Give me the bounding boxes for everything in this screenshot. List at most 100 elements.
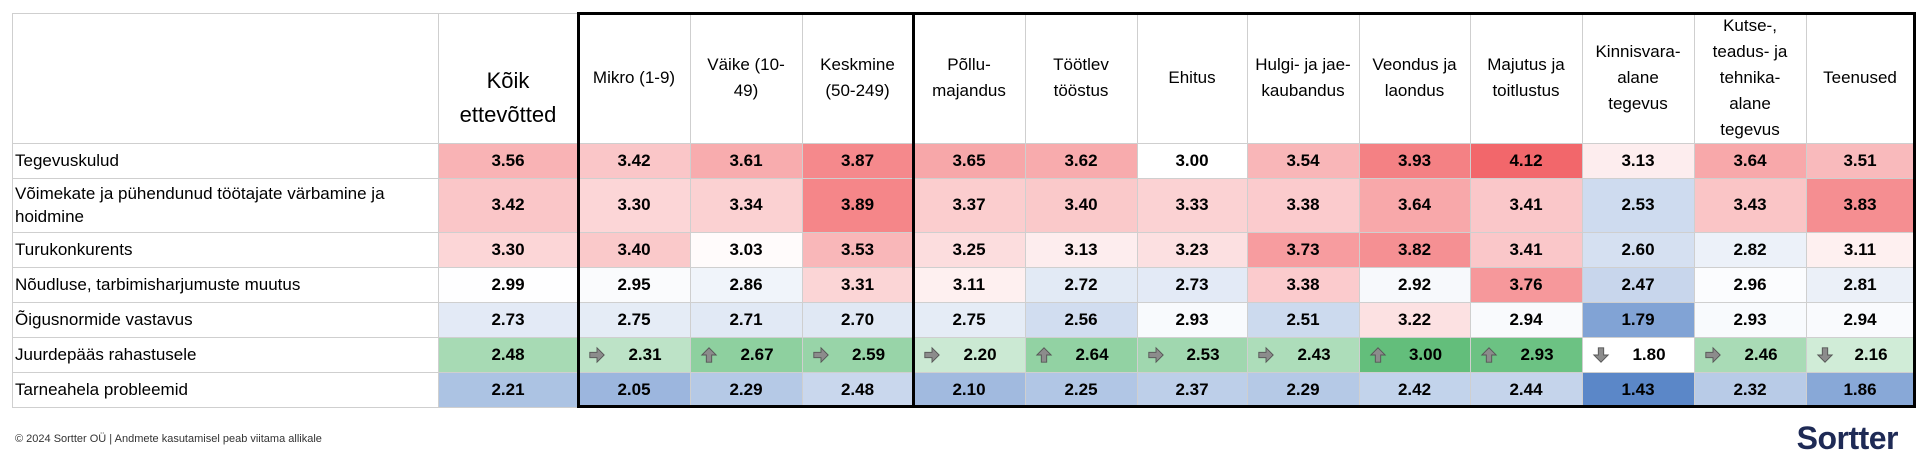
grid-line-vertical bbox=[1914, 13, 1915, 407]
heatmap-cell: 2.86 bbox=[690, 267, 802, 302]
cell-value: 2.21 bbox=[491, 379, 525, 399]
sortter-logo: Sortter bbox=[1796, 420, 1899, 456]
column-header-teenused: Teenused bbox=[1823, 68, 1897, 87]
heatmap-cell: 3.43 bbox=[1694, 178, 1806, 232]
grid-line-vertical bbox=[12, 13, 13, 407]
cell-value: 2.46 bbox=[1744, 344, 1778, 364]
heatmap-cell: 2.20 bbox=[913, 337, 1025, 372]
column-header-mikro-1-9: Mikro (1-9) bbox=[592, 68, 676, 87]
heatmap-cell: 2.64 bbox=[1025, 337, 1137, 372]
heatmap-cell: 2.37 bbox=[1137, 372, 1247, 407]
heatmap-cell: 2.31 bbox=[578, 337, 690, 372]
row-label-turukonkurents: Turukonkurents bbox=[15, 240, 133, 259]
cell-value: 3.41 bbox=[1509, 239, 1543, 259]
cell-value: 3.43 bbox=[1733, 195, 1767, 214]
heatmap-cell: 1.86 bbox=[1806, 372, 1914, 407]
heatmap-cell: 2.10 bbox=[913, 372, 1025, 407]
cell-value: 3.76 bbox=[1509, 274, 1543, 294]
heatmap-cell: 2.73 bbox=[438, 302, 578, 337]
heatmap-cell: 3.00 bbox=[1137, 143, 1247, 178]
cell-value: 3.65 bbox=[952, 150, 986, 170]
heatmap-cell: 3.61 bbox=[690, 143, 802, 178]
row-label-voimekate-ja-puhendunud-tootajate-varbam: Võimekate ja pühendunud töötajate värbam… bbox=[15, 184, 385, 226]
heatmap-cell: 2.81 bbox=[1806, 267, 1914, 302]
cell-value: 3.00 bbox=[1175, 150, 1209, 170]
heatmap-cell: 3.64 bbox=[1359, 178, 1470, 232]
heatmap-cell: 2.56 bbox=[1025, 302, 1137, 337]
cell-value: 3.87 bbox=[840, 150, 875, 170]
heatmap-cell: 3.40 bbox=[578, 232, 690, 267]
cell-value: 4.12 bbox=[1509, 150, 1543, 170]
heatmap-cell: 3.30 bbox=[578, 178, 690, 232]
grid-line-horizontal bbox=[12, 267, 1914, 268]
heatmap-cell: 3.31 bbox=[802, 267, 913, 302]
heatmap-cell: 3.82 bbox=[1359, 232, 1470, 267]
cell-value: 2.95 bbox=[617, 274, 651, 294]
heatmap-cell: 2.75 bbox=[578, 302, 690, 337]
heatmap-cell: 2.32 bbox=[1694, 372, 1806, 407]
heatmap-cell: 2.94 bbox=[1470, 302, 1582, 337]
heatmap-cell: 3.83 bbox=[1806, 178, 1914, 232]
heatmap-cell: 2.67 bbox=[690, 337, 802, 372]
cell-value: 3.61 bbox=[729, 150, 763, 170]
arrow-right-icon bbox=[1705, 346, 1721, 363]
cell-value: 3.64 bbox=[1733, 150, 1767, 170]
cell-value: 2.75 bbox=[617, 309, 651, 329]
heatmap-cell: 3.53 bbox=[802, 232, 913, 267]
cell-value: 3.54 bbox=[1286, 150, 1320, 170]
heatmap-cell: 2.96 bbox=[1694, 267, 1806, 302]
grid-line-vertical bbox=[690, 13, 691, 407]
grid-line-vertical bbox=[1582, 13, 1583, 407]
cell-value: 1.43 bbox=[1621, 379, 1655, 399]
cell-value: 2.94 bbox=[1509, 309, 1543, 329]
cell-value: 2.37 bbox=[1175, 379, 1209, 399]
heatmap-cell: 3.42 bbox=[578, 143, 690, 178]
column-header-pollu-majandus: Põllu- majandus bbox=[932, 55, 1006, 100]
heatmap-cell: 3.33 bbox=[1137, 178, 1247, 232]
heatmap-cell: 2.29 bbox=[690, 372, 802, 407]
cell-value: 2.92 bbox=[1397, 274, 1432, 294]
cell-value: 3.93 bbox=[1397, 150, 1432, 170]
arrow-right-icon bbox=[813, 346, 829, 363]
row-label-oigusnormide-vastavus: Õigusnormide vastavus bbox=[15, 310, 193, 329]
arrow-up-icon bbox=[1035, 346, 1053, 363]
grid-line-horizontal bbox=[12, 302, 1914, 303]
cell-value: 2.42 bbox=[1397, 379, 1432, 399]
heatmap-cell: 1.43 bbox=[1582, 372, 1694, 407]
cell-value: 3.38 bbox=[1286, 274, 1320, 294]
grid-line-horizontal bbox=[12, 143, 1914, 144]
cell-value: 3.13 bbox=[1621, 150, 1655, 170]
cell-value: 2.05 bbox=[617, 379, 651, 399]
cell-value: 2.60 bbox=[1621, 239, 1655, 259]
heatmap-cell: 3.38 bbox=[1247, 178, 1359, 232]
heatmap-cell: 2.59 bbox=[802, 337, 913, 372]
heatmap-cell: 2.48 bbox=[438, 337, 578, 372]
heatmap-cell: 2.44 bbox=[1470, 372, 1582, 407]
cell-value: 2.99 bbox=[491, 274, 525, 294]
cell-value: 3.25 bbox=[952, 239, 986, 259]
cell-value: 3.37 bbox=[952, 195, 986, 214]
column-header-veondus-ja-laondus: Veondus ja laondus bbox=[1372, 55, 1457, 100]
heatmap-cell: 3.23 bbox=[1137, 232, 1247, 267]
grid-line-vertical bbox=[1359, 13, 1360, 407]
cell-value: 2.93 bbox=[1175, 309, 1209, 329]
row-label-tarneahela-probleemid: Tarneahela probleemid bbox=[15, 380, 188, 399]
cell-value: 2.25 bbox=[1064, 379, 1098, 399]
cell-value: 3.00 bbox=[1408, 344, 1443, 364]
heatmap-cell: 3.64 bbox=[1694, 143, 1806, 178]
heatmap-cell: 3.13 bbox=[1025, 232, 1137, 267]
heatmap-cell: 2.05 bbox=[578, 372, 690, 407]
arrow-down-icon bbox=[1592, 346, 1610, 363]
cell-value: 1.80 bbox=[1632, 344, 1666, 364]
heatmap-cell: 3.37 bbox=[913, 178, 1025, 232]
heatmap-cell: 3.30 bbox=[438, 232, 578, 267]
cell-value: 2.82 bbox=[1733, 239, 1767, 259]
heatmap-cell: 2.71 bbox=[690, 302, 802, 337]
cell-value: 3.22 bbox=[1397, 309, 1432, 329]
arrow-up-icon bbox=[1480, 346, 1498, 363]
heatmap-cell: 3.34 bbox=[690, 178, 802, 232]
row-label-noudluse-tarbimisharjumuste-muutus: Nõudluse, tarbimisharjumuste muutus bbox=[15, 275, 301, 294]
cell-value: 3.51 bbox=[1843, 150, 1877, 170]
cell-value: 2.86 bbox=[729, 274, 763, 294]
grid-line-horizontal bbox=[12, 407, 1914, 408]
